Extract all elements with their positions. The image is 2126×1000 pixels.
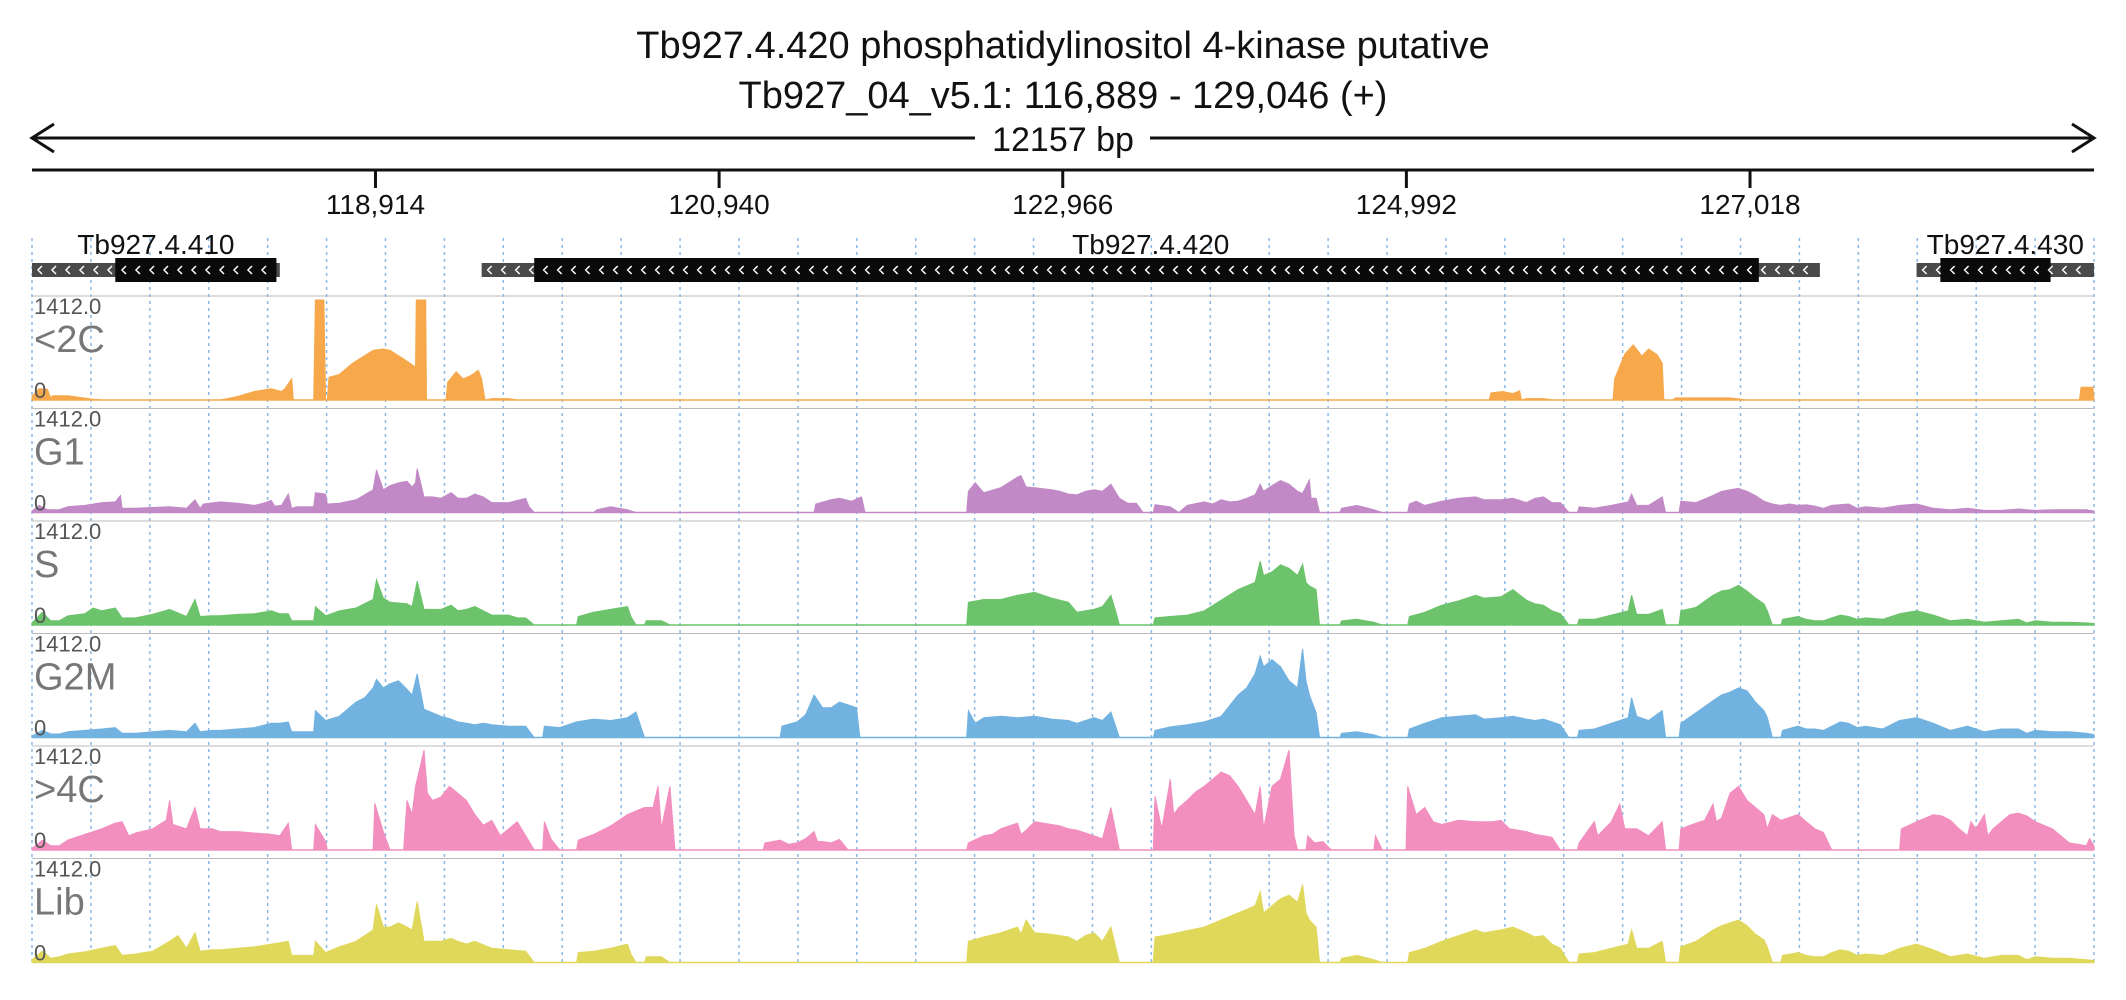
track-Lib: 1412.0 0 Lib xyxy=(31,857,2095,966)
track-coverage-area xyxy=(31,749,2095,851)
locus-label: Tb927_04_v5.1: 116,889 - 129,046 (+) xyxy=(739,75,1388,117)
ruler-tick-label: 120,940 xyxy=(668,189,769,220)
gridlines xyxy=(31,238,2095,962)
strand-chevrons xyxy=(36,265,267,275)
track-coverage-area xyxy=(31,299,2095,401)
gene-label: Tb927.4.430 xyxy=(1927,229,2084,260)
track-min-label: 0 xyxy=(34,828,46,853)
ruler-tick-label: 122,966 xyxy=(1012,189,1113,220)
strand-chevrons xyxy=(1921,265,2082,275)
track-min-label: 0 xyxy=(34,716,46,741)
track-<2C: 1412.0 0 <2C xyxy=(31,294,2095,403)
track-max-label: 1412.0 xyxy=(34,294,101,319)
track-max-label: 1412.0 xyxy=(34,519,101,544)
track-min-label: 0 xyxy=(34,378,46,403)
track-name-label: G1 xyxy=(34,432,85,474)
ruler-tick-label: 127,018 xyxy=(1699,189,1800,220)
track-name-label: S xyxy=(34,544,59,586)
gene-track: Tb927.4.410 Tb927.4.420 Tb927.4.430 xyxy=(32,229,2094,282)
track-max-label: 1412.0 xyxy=(34,744,101,769)
track-name-label: >4C xyxy=(34,769,105,811)
track-name-label: G2M xyxy=(34,657,116,699)
track-coverage-area xyxy=(31,468,2095,514)
track-name-label: Lib xyxy=(34,882,85,924)
gene-cds xyxy=(1940,258,2051,282)
track-name-label: <2C xyxy=(34,319,105,361)
track-coverage-area xyxy=(31,561,2095,626)
chart-title: Tb927.4.420 phosphatidylinositol 4-kinas… xyxy=(636,25,1489,67)
track-S: 1412.0 0 S xyxy=(31,519,2095,628)
span-length-label: 12157 bp xyxy=(992,121,1134,159)
track-G1: 1412.0 0 G1 xyxy=(31,407,2095,516)
track-max-label: 1412.0 xyxy=(34,857,101,882)
gene-cds xyxy=(115,258,277,282)
track-G2M: 1412.0 0 G2M xyxy=(31,632,2095,741)
track-min-label: 0 xyxy=(34,941,46,966)
track-min-label: 0 xyxy=(34,603,46,628)
span-arrow xyxy=(29,122,2097,154)
gene-label: Tb927.4.410 xyxy=(77,229,234,260)
strand-chevrons xyxy=(486,265,1809,275)
ruler-tick-label: 118,914 xyxy=(326,189,425,220)
gene-label: Tb927.4.420 xyxy=(1072,229,1229,260)
coverage-tracks: 1412.00<2C1412.00G11412.00S1412.00G2M141… xyxy=(31,294,2095,966)
ruler-tick-label: 124,992 xyxy=(1356,189,1457,220)
track->4C: 1412.0 0 >4C xyxy=(31,744,2095,853)
track-coverage-area xyxy=(31,648,2095,738)
track-max-label: 1412.0 xyxy=(34,407,101,432)
coordinate-ruler: 118,914 120,940 122,966 124,992 127,018 xyxy=(32,168,2094,220)
track-min-label: 0 xyxy=(34,491,46,516)
track-coverage-area xyxy=(31,884,2095,963)
track-max-label: 1412.0 xyxy=(34,632,101,657)
